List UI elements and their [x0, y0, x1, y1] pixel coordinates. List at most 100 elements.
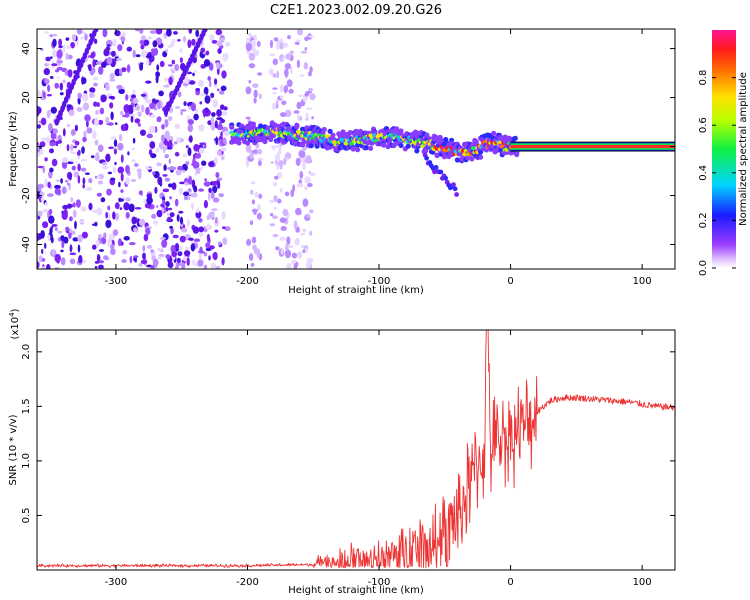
spectrogram-noise-dot	[249, 220, 254, 226]
spectrogram-noise-dot	[245, 116, 251, 120]
spectrogram-noise-dot	[66, 104, 72, 109]
spectrogram-noise-dot	[74, 140, 80, 146]
spectrogram-noise-dot	[299, 74, 305, 77]
spectrogram-noise-dot	[106, 56, 113, 65]
spectrogram-noise-dot	[206, 233, 210, 242]
spectrogram-noise-dot	[46, 94, 52, 97]
spectrogram-noise-dot	[109, 102, 114, 109]
spectrogram-noise-dot	[194, 108, 199, 114]
spectrogram-noise-dot	[107, 122, 114, 126]
spectrogram-noise-dot	[287, 35, 291, 40]
spectrogram-noise-dot	[43, 68, 50, 76]
spectrogram-noise-dot	[96, 192, 102, 197]
spectrogram-noise-dot	[248, 79, 252, 84]
spectrogram-noise-dot	[253, 211, 257, 215]
spectrogram-noise-dot	[214, 216, 218, 224]
spectrogram-noise-dot	[274, 175, 279, 180]
spectrogram-noise-dot	[52, 49, 57, 58]
spectrogram-noise-dot	[289, 50, 294, 54]
spectrogram-noise-dot	[77, 175, 81, 184]
spectrogram-noise-dot	[257, 148, 263, 155]
spectrogram-noise-dot	[92, 58, 96, 68]
spectrogram-noise-dot	[174, 141, 178, 145]
spectrogram-noise-dot	[161, 207, 165, 212]
spectrogram-noise-dot	[219, 104, 225, 110]
spectrogram-x-tick-label: 0	[507, 276, 513, 287]
spectrogram-noise-dot	[215, 172, 220, 178]
spectrogram-noise-dot	[70, 151, 77, 155]
snr-scale-label: (x104)	[8, 308, 21, 339]
spectrogram-noise-dot	[159, 60, 165, 68]
spectrogram-noise-dot	[137, 111, 142, 117]
spectrogram-noise-dot	[94, 154, 100, 162]
spectrogram-branch-dot	[452, 186, 458, 192]
spectrogram-ridge-halo	[434, 152, 440, 158]
spectrogram-noise-dot	[61, 157, 69, 163]
spectrogram-noise-dot	[72, 202, 76, 208]
spectrogram-noise-dot	[125, 177, 130, 185]
spectrogram-noise-dot	[65, 37, 70, 41]
spectrogram-noise-dot	[216, 67, 220, 76]
spectrogram-noise-dot	[276, 172, 283, 179]
spectrogram-noise-dot	[40, 137, 48, 141]
spectrogram-noise-dot	[297, 94, 303, 98]
spectrogram-noise-dot	[293, 220, 298, 230]
spectrogram-branch-dot	[451, 182, 456, 188]
spectrogram-noise-dot	[101, 236, 107, 245]
spectrogram-noise-dot	[44, 178, 48, 188]
spectrogram-noise-dot	[48, 208, 53, 215]
spectrogram-noise-dot	[284, 62, 291, 70]
spectrogram-ridge-halo	[398, 128, 404, 134]
spectrogram-noise-dot	[64, 179, 69, 183]
spectrogram-noise-dot	[77, 244, 81, 253]
spectrogram-noise-dot	[251, 150, 259, 154]
spectrogram-noise-dot	[254, 191, 259, 198]
spectrogram-noise-dot	[208, 192, 211, 201]
spectrogram-noise-dot	[221, 156, 225, 160]
spectrogram-noise-dot	[211, 208, 218, 212]
spectrogram-ridge-halo	[478, 154, 484, 160]
spectrogram-noise-dot	[110, 136, 117, 140]
spectrogram-noise-dot	[128, 203, 135, 213]
spectrogram-noise-dot	[110, 50, 116, 57]
spectrogram-noise-dot	[85, 186, 93, 192]
spectrogram-branch-dot	[424, 155, 429, 161]
spectrogram-noise-dot	[84, 33, 88, 41]
snr-panel: -300 -200 -100 0 100 0.5 1.0 1.5 2.0 Height of s…	[8, 308, 676, 596]
spectrogram-noise-dot	[151, 49, 157, 57]
spectrogram-noise-dot	[176, 214, 180, 222]
spectrogram-noise-dot	[309, 66, 313, 73]
spectrogram-noise-dot	[165, 254, 171, 260]
spectrogram-noise-dot	[57, 49, 63, 57]
spectrogram-noise-dot	[120, 189, 124, 193]
spectrogram-noise-dot	[170, 227, 174, 235]
spectrogram-noise-dot	[192, 72, 195, 77]
spectrogram-noise-dot	[247, 32, 252, 37]
spectrogram-noise-dot	[198, 147, 205, 155]
spectrogram-x-label: Height of straight line (km)	[288, 285, 424, 296]
spectrogram-noise-dot	[37, 233, 40, 242]
spectrogram-noise-dot	[86, 119, 89, 128]
spectrogram-noise-dot	[161, 124, 165, 130]
spectrogram-noise-dot	[248, 52, 256, 61]
spectrogram-noise-dot	[82, 102, 89, 111]
spectrogram-noise-dot	[133, 227, 138, 233]
spectrogram-noise-dot	[75, 161, 79, 164]
spectrogram-noise-dot	[299, 170, 304, 179]
spectrogram-noise-dot	[193, 144, 200, 152]
spectrogram-noise-dot	[137, 123, 141, 127]
spectrogram-noise-dot	[131, 159, 136, 163]
spectrogram-noise-dot	[57, 230, 62, 234]
spectrogram-noise-dot	[59, 82, 63, 91]
spectrogram-noise-dot	[40, 197, 45, 202]
spectrogram-ridge-halo	[381, 142, 387, 148]
spectrogram-noise-dot	[171, 182, 177, 190]
spectrogram-noise-dot	[218, 120, 222, 129]
spectrogram-noise-dot	[181, 169, 186, 173]
spectrogram-noise-dot	[113, 148, 117, 155]
spectrogram-ridge-halo	[363, 145, 369, 151]
spectrogram-noise-dot	[135, 54, 141, 58]
spectrogram-noise-dot	[277, 198, 282, 204]
spectrogram-ridge-halo	[308, 143, 314, 149]
spectrogram-noise-dot	[193, 113, 199, 121]
